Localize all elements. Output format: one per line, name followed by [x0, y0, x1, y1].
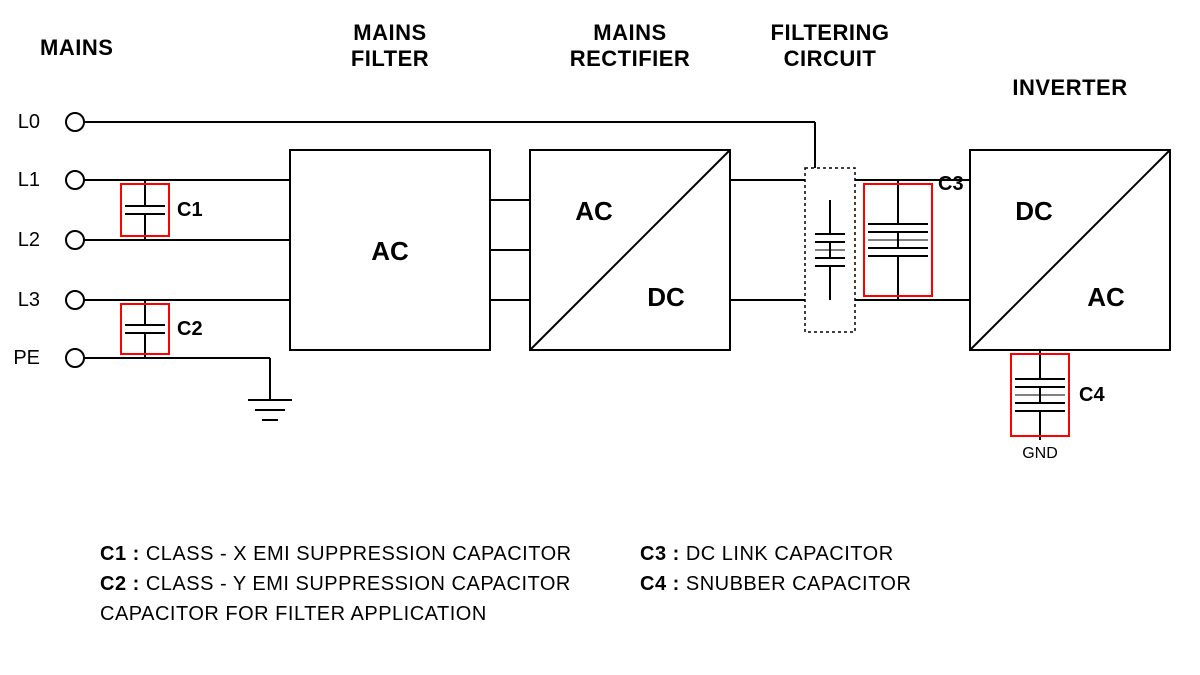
terminal-label-pe: PE [13, 347, 40, 369]
legend-c2: C2 : CLASS - Y EMI SUPPRESSION CAPACITOR [100, 573, 571, 595]
heading-rectifier-1: MAINS [593, 20, 666, 45]
terminal-pe [66, 349, 84, 367]
label-c2: C2 [177, 318, 203, 340]
terminal-label-l1: L1 [18, 169, 40, 191]
legend-extra: CAPACITOR FOR FILTER APPLICATION [100, 603, 487, 625]
inverter-ac: AC [1087, 282, 1125, 312]
terminal-l2 [66, 231, 84, 249]
legend-c3: C3 : DC LINK CAPACITOR [640, 543, 894, 565]
rectifier-diag [530, 150, 730, 350]
legend-c1: C1 : CLASS - X EMI SUPPRESSION CAPACITOR [100, 543, 572, 565]
circuit-diagram: MAINSMAINSFILTERMAINSRECTIFIERFILTERINGC… [0, 0, 1200, 675]
terminal-label-l0: L0 [18, 111, 40, 133]
heading-mains-filter-1: MAINS [353, 20, 426, 45]
heading-mains-filter-2: FILTER [351, 46, 429, 71]
heading-filtering-2: CIRCUIT [784, 46, 877, 71]
terminal-l3 [66, 291, 84, 309]
terminal-label-l2: L2 [18, 229, 40, 251]
legend-c4: C4 : SNUBBER CAPACITOR [640, 573, 911, 595]
heading-filtering-1: FILTERING [771, 20, 890, 45]
label-c1: C1 [177, 199, 203, 221]
inverter-dc: DC [1015, 196, 1053, 226]
label-c4: C4 [1079, 384, 1105, 406]
terminal-label-l3: L3 [18, 289, 40, 311]
label-c3: C3 [938, 173, 964, 195]
terminal-l0 [66, 113, 84, 131]
rectifier-ac: AC [575, 196, 613, 226]
rectifier-dc: DC [647, 282, 685, 312]
block-filter-text: AC [371, 236, 409, 266]
inverter-diag [970, 150, 1170, 350]
terminal-l1 [66, 171, 84, 189]
label-gnd: GND [1022, 445, 1058, 462]
heading-mains: MAINS [40, 35, 113, 60]
heading-inverter: INVERTER [1012, 75, 1127, 100]
heading-rectifier-2: RECTIFIER [570, 46, 691, 71]
